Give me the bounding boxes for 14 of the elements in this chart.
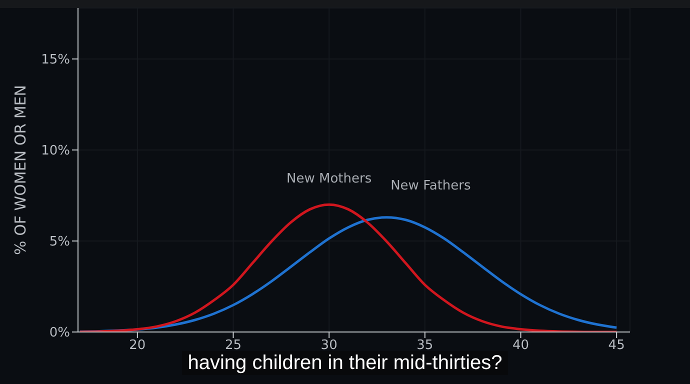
- x-tick-label: 30: [320, 338, 338, 354]
- series-label: New Fathers: [390, 178, 471, 194]
- y-tick-label: 0%: [49, 326, 70, 341]
- x-tick-label: 35: [416, 338, 434, 354]
- series-label: New Mothers: [286, 172, 372, 187]
- y-axis-title: % OF WOMEN OR MEN: [11, 85, 30, 255]
- y-tick-label: 5%: [49, 234, 70, 250]
- y-tick-label: 10%: [41, 144, 70, 159]
- x-tick-label: 40: [512, 338, 530, 354]
- y-tick-label: 15%: [41, 52, 70, 68]
- x-tick-label: 45: [608, 338, 625, 354]
- x-tick-label: 20: [129, 338, 146, 354]
- x-tick-label: 25: [224, 338, 242, 354]
- text: having children in their mid-thirties?: [182, 351, 508, 375]
